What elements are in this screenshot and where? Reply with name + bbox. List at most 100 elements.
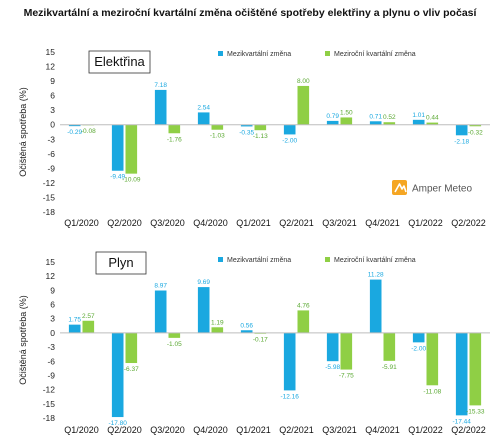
- y-tick-label: -6: [47, 149, 55, 159]
- y-tick-label: -9: [47, 163, 55, 173]
- data-label: -0.08: [81, 128, 96, 135]
- bar-qoq: [326, 332, 339, 362]
- main-title: Mezikvartální a meziroční kvartální změn…: [24, 7, 478, 19]
- data-label: -15.33: [466, 408, 485, 415]
- x-tick-label: Q3/2020: [150, 425, 185, 435]
- data-label: -9.49: [110, 174, 125, 181]
- x-tick-label: Q4/2021: [365, 425, 400, 435]
- bar-yoy: [469, 332, 482, 406]
- y-tick-label: 3: [50, 105, 55, 115]
- y-tick-label: 6: [50, 91, 55, 101]
- panel-title: Plyn: [108, 255, 133, 270]
- gas-panel: 15 12 9 6 3 0 -3 -6 -9 -12 -15 -18 Očištěná spotřeba…: [18, 251, 490, 435]
- bar-yoy: [297, 85, 310, 125]
- data-label: -0.29: [67, 129, 82, 136]
- data-label: -0.35: [239, 129, 254, 136]
- data-label: -11.08: [423, 388, 441, 395]
- bar-qoq: [111, 124, 124, 171]
- data-label: -5.98: [325, 364, 340, 371]
- data-label: 1.75: [68, 317, 81, 324]
- x-tick-label: Q2/2022: [451, 218, 486, 228]
- panel-title-box: [88, 50, 151, 74]
- y-tick-label: -18: [43, 207, 56, 217]
- y-tick-label: -3: [47, 134, 55, 144]
- bar-yoy: [211, 124, 224, 130]
- bar-yoy: [168, 332, 181, 338]
- data-label: 1.01: [412, 112, 425, 119]
- bar-qoq: [154, 89, 167, 125]
- bar-qoq: [326, 120, 339, 125]
- x-tick-label: Q2/2022: [451, 425, 486, 435]
- panel-title-box: [95, 251, 147, 275]
- bar-qoq: [68, 124, 81, 127]
- y-tick-label: -12: [43, 178, 56, 188]
- x-tick-label: Q4/2021: [365, 218, 400, 228]
- data-label: 8.97: [154, 283, 167, 290]
- data-label: -1.05: [167, 341, 182, 348]
- data-label: -1.76: [167, 136, 182, 143]
- y-tick-label: -15: [43, 192, 56, 202]
- bar-yoy: [125, 124, 138, 174]
- x-tick-label: Q2/2021: [279, 425, 314, 435]
- data-label: 0.79: [326, 113, 339, 120]
- x-tick-label: Q3/2020: [150, 218, 185, 228]
- y-tick-label: -15: [43, 399, 56, 409]
- legend-label: Meziroční kvartální změna: [334, 51, 416, 58]
- x-tick-label: Q4/2020: [193, 425, 228, 435]
- x-tick-label: Q1/2020: [64, 425, 99, 435]
- bar-qoq: [68, 324, 81, 333]
- bar-yoy: [254, 124, 267, 131]
- bar-yoy: [82, 320, 95, 333]
- legend-swatch: [218, 51, 223, 56]
- data-label: -0.17: [253, 337, 268, 344]
- y-tick-label: 6: [50, 300, 55, 310]
- bar-qoq: [197, 112, 210, 125]
- y-tick-label: 12: [46, 271, 56, 281]
- bar-qoq: [240, 124, 253, 127]
- legend-label: Meziroční kvartální změna: [334, 257, 416, 264]
- data-label: -0.32: [468, 129, 483, 136]
- logo-text: Amper Meteo: [412, 184, 472, 195]
- electricity-panel: 15 12 9 6 3 0 -3 -6 -9 -12 -15 -18 Očištěná spotřeba…: [18, 47, 490, 228]
- data-label: 0.52: [383, 114, 396, 121]
- x-tick-label: Q2/2020: [107, 425, 142, 435]
- data-label: -2.00: [282, 137, 297, 144]
- bar-yoy: [340, 117, 353, 125]
- bar-qoq: [412, 119, 425, 125]
- data-label: 2.57: [82, 313, 95, 320]
- data-label: -17.80: [108, 420, 127, 427]
- bar-yoy: [469, 124, 482, 127]
- bar-yoy: [168, 124, 181, 134]
- bar-yoy: [340, 332, 353, 370]
- bar-yoy: [297, 310, 310, 333]
- data-label: 8.00: [297, 78, 310, 85]
- y-tick-label: 0: [50, 328, 55, 338]
- bar-yoy: [211, 327, 224, 333]
- bar-qoq: [412, 332, 425, 343]
- data-label: -1.13: [253, 133, 268, 140]
- data-label: -12.16: [280, 393, 299, 400]
- data-label: 11.28: [368, 272, 384, 279]
- legend-swatch: [325, 51, 330, 56]
- bar-yoy: [125, 332, 138, 364]
- x-tick-label: Q1/2022: [408, 425, 443, 435]
- y-axis-label: Očištěná spotřeba (%): [18, 295, 28, 385]
- y-tick-label: -12: [43, 385, 56, 395]
- data-label: 2.54: [197, 104, 210, 111]
- bar-qoq: [283, 124, 296, 135]
- legend-label: Mezikvartální změna: [227, 257, 291, 264]
- bar-yoy: [426, 332, 439, 386]
- x-tick-label: Q2/2020: [107, 218, 142, 228]
- x-tick-label: Q1/2021: [236, 425, 271, 435]
- y-tick-label: -3: [47, 342, 55, 352]
- bar-qoq: [154, 290, 167, 333]
- data-label: -17.44: [452, 418, 471, 425]
- legend-swatch: [218, 257, 223, 262]
- legend-label: Mezikvartální změna: [227, 51, 291, 58]
- bar-yoy: [426, 122, 439, 125]
- bar-qoq: [455, 124, 468, 136]
- panel-title: Elektřina: [94, 54, 145, 69]
- y-tick-label: -9: [47, 370, 55, 380]
- bar-qoq: [283, 332, 296, 391]
